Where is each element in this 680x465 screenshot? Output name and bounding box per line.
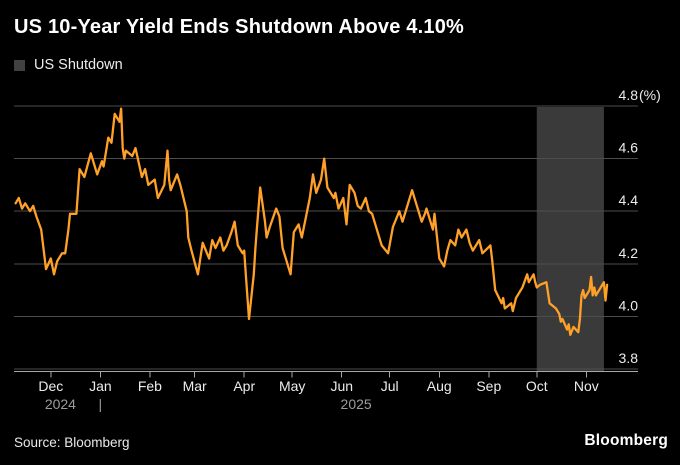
y-axis-label: 4.6	[619, 140, 639, 156]
bloomberg-logo: Bloomberg	[584, 432, 668, 449]
month-label: Jul	[381, 378, 399, 394]
month-label: May	[279, 378, 305, 394]
year-label: 2024	[45, 396, 76, 412]
y-axis-unit-label: (%)	[639, 87, 661, 103]
y-axis-label: 4.2	[619, 245, 639, 261]
year-label: 2025	[341, 396, 372, 412]
month-label: Jun	[330, 378, 353, 394]
y-axis-label: 4.8	[619, 87, 639, 103]
month-label: Nov	[574, 378, 599, 394]
month-label: Dec	[38, 378, 63, 394]
legend-label: US Shutdown	[34, 57, 123, 73]
month-label: Jan	[89, 378, 112, 394]
y-axis-label: 3.8	[619, 350, 639, 366]
year-label: |	[99, 396, 103, 412]
y-axis-label: 4.0	[619, 297, 639, 313]
yield-line	[14, 107, 609, 336]
legend: US Shutdown	[14, 57, 123, 73]
month-label: Apr	[233, 378, 255, 394]
shutdown-band	[536, 107, 604, 372]
month-label: Oct	[526, 378, 548, 394]
month-label: Feb	[138, 378, 162, 394]
y-axis-label: 4.4	[619, 192, 639, 208]
month-label: Aug	[427, 378, 452, 394]
month-label: Mar	[183, 378, 207, 394]
chart-title: US 10-Year Yield Ends Shutdown Above 4.1…	[14, 16, 465, 38]
source-note: Source: Bloomberg	[14, 435, 130, 450]
month-label: Sep	[476, 378, 501, 394]
legend-swatch-icon	[14, 59, 25, 71]
